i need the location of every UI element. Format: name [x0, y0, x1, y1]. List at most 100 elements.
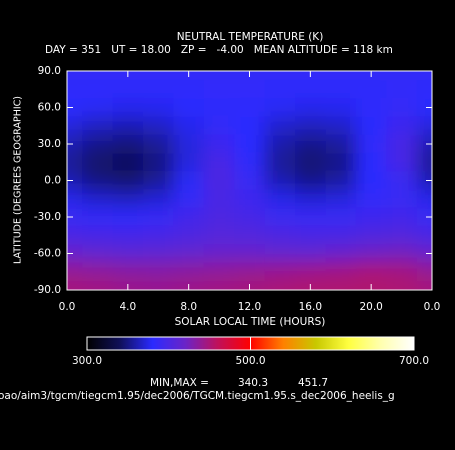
chart-title: NEUTRAL TEMPERATURE (K)	[177, 31, 324, 43]
heatmap-cell	[82, 207, 114, 227]
x-tick-label: 8.0	[180, 301, 197, 313]
heatmap-cell	[82, 134, 114, 154]
heatmap-cell	[203, 98, 235, 118]
heatmap-cell	[295, 207, 327, 227]
heatmap-cell	[264, 262, 296, 282]
heatmap-cell	[386, 189, 418, 209]
heatmap-cell	[67, 189, 83, 209]
file-path: oao/aim3/tgcm/tiegcm1.95/dec2006/TGCM.ti…	[0, 390, 395, 402]
heatmap-cell	[264, 207, 296, 227]
heatmap-cell	[173, 80, 205, 99]
heatmap-cell	[203, 71, 235, 81]
heatmap-cell	[416, 189, 432, 209]
heatmap-cell	[143, 153, 174, 172]
heatmap-cell	[264, 244, 296, 264]
heatmap-cell	[295, 189, 327, 209]
heatmap-cell	[386, 244, 418, 264]
heatmap-cell	[295, 134, 327, 154]
heatmap-cell	[325, 80, 357, 99]
heatmap-cell	[264, 226, 296, 245]
heatmap-cell	[264, 116, 296, 136]
heatmap-cell	[355, 207, 387, 227]
heatmap-cell	[355, 116, 387, 136]
heatmap-cell	[295, 98, 327, 118]
heatmap-cell	[386, 226, 418, 245]
heatmap-cell	[325, 226, 357, 245]
heatmap-cell	[295, 153, 327, 172]
heatmap-cell	[234, 207, 266, 227]
heatmap-cell	[143, 171, 174, 191]
heatmap-cell	[325, 280, 357, 290]
heatmap-cell	[234, 153, 266, 172]
heatmap-cell	[112, 134, 144, 154]
heatmap-cell	[264, 189, 296, 209]
heatmap-cell	[112, 262, 144, 282]
heatmap-cell	[173, 262, 205, 282]
heatmap-cell	[416, 207, 432, 227]
heatmap-cell	[173, 171, 205, 191]
y-axis-label: LATITUDE (DEGREES GEOGRAPHIC)	[13, 96, 24, 264]
heatmap	[67, 71, 432, 290]
heatmap-cell	[67, 153, 83, 172]
heatmap-cell	[82, 116, 114, 136]
heatmap-cell	[67, 71, 83, 81]
heatmap-cell	[67, 98, 83, 118]
heatmap-cell	[416, 153, 432, 172]
heatmap-cell	[325, 71, 357, 81]
heatmap-cell	[173, 207, 205, 227]
x-tick-label: 16.0	[299, 301, 322, 313]
heatmap-cell	[203, 244, 235, 264]
heatmap-cell	[416, 134, 432, 154]
heatmap-cell	[386, 80, 418, 99]
heatmap-cell	[416, 71, 432, 81]
heatmap-cell	[203, 226, 235, 245]
heatmap-cell	[112, 153, 144, 172]
heatmap-cell	[355, 244, 387, 264]
plot-area	[67, 71, 432, 290]
heatmap-cell	[203, 80, 235, 99]
colorbar-tick-label: 700.0	[399, 355, 429, 367]
heatmap-cell	[82, 226, 114, 245]
heatmap-cell	[355, 171, 387, 191]
heatmap-cell	[234, 226, 266, 245]
heatmap-cell	[82, 98, 114, 118]
heatmap-cell	[203, 280, 235, 290]
heatmap-cell	[325, 189, 357, 209]
heatmap-cell	[143, 71, 174, 81]
heatmap-cell	[67, 80, 83, 99]
heatmap-cell	[143, 262, 174, 282]
heatmap-cell	[325, 262, 357, 282]
heatmap-cell	[143, 134, 174, 154]
heatmap-cell	[264, 153, 296, 172]
minmax-label: MIN,MAX =	[150, 377, 209, 389]
y-tick-label: 0.0	[44, 175, 61, 187]
heatmap-cell	[295, 116, 327, 136]
heatmap-cell	[386, 98, 418, 118]
heatmap-cell	[264, 80, 296, 99]
heatmap-cell	[295, 226, 327, 245]
heatmap-cell	[67, 116, 83, 136]
heatmap-cell	[325, 153, 357, 172]
heatmap-cell	[173, 116, 205, 136]
heatmap-cell	[386, 71, 418, 81]
heatmap-cell	[355, 262, 387, 282]
x-tick-label: 12.0	[238, 301, 261, 313]
heatmap-cell	[203, 134, 235, 154]
heatmap-cell	[234, 98, 266, 118]
heatmap-cell	[295, 80, 327, 99]
heatmap-cell	[82, 244, 114, 264]
heatmap-cell	[82, 71, 114, 81]
heatmap-cell	[234, 244, 266, 264]
heatmap-cell	[416, 98, 432, 118]
heatmap-cell	[112, 189, 144, 209]
heatmap-cell	[386, 153, 418, 172]
y-tick-label: -90.0	[34, 284, 61, 296]
heatmap-cell	[416, 244, 432, 264]
heatmap-cell	[416, 80, 432, 99]
heatmap-cell	[112, 80, 144, 99]
heatmap-cell	[203, 207, 235, 227]
heatmap-cell	[234, 262, 266, 282]
heatmap-cell	[112, 98, 144, 118]
heatmap-cell	[264, 171, 296, 191]
heatmap-cell	[112, 116, 144, 136]
